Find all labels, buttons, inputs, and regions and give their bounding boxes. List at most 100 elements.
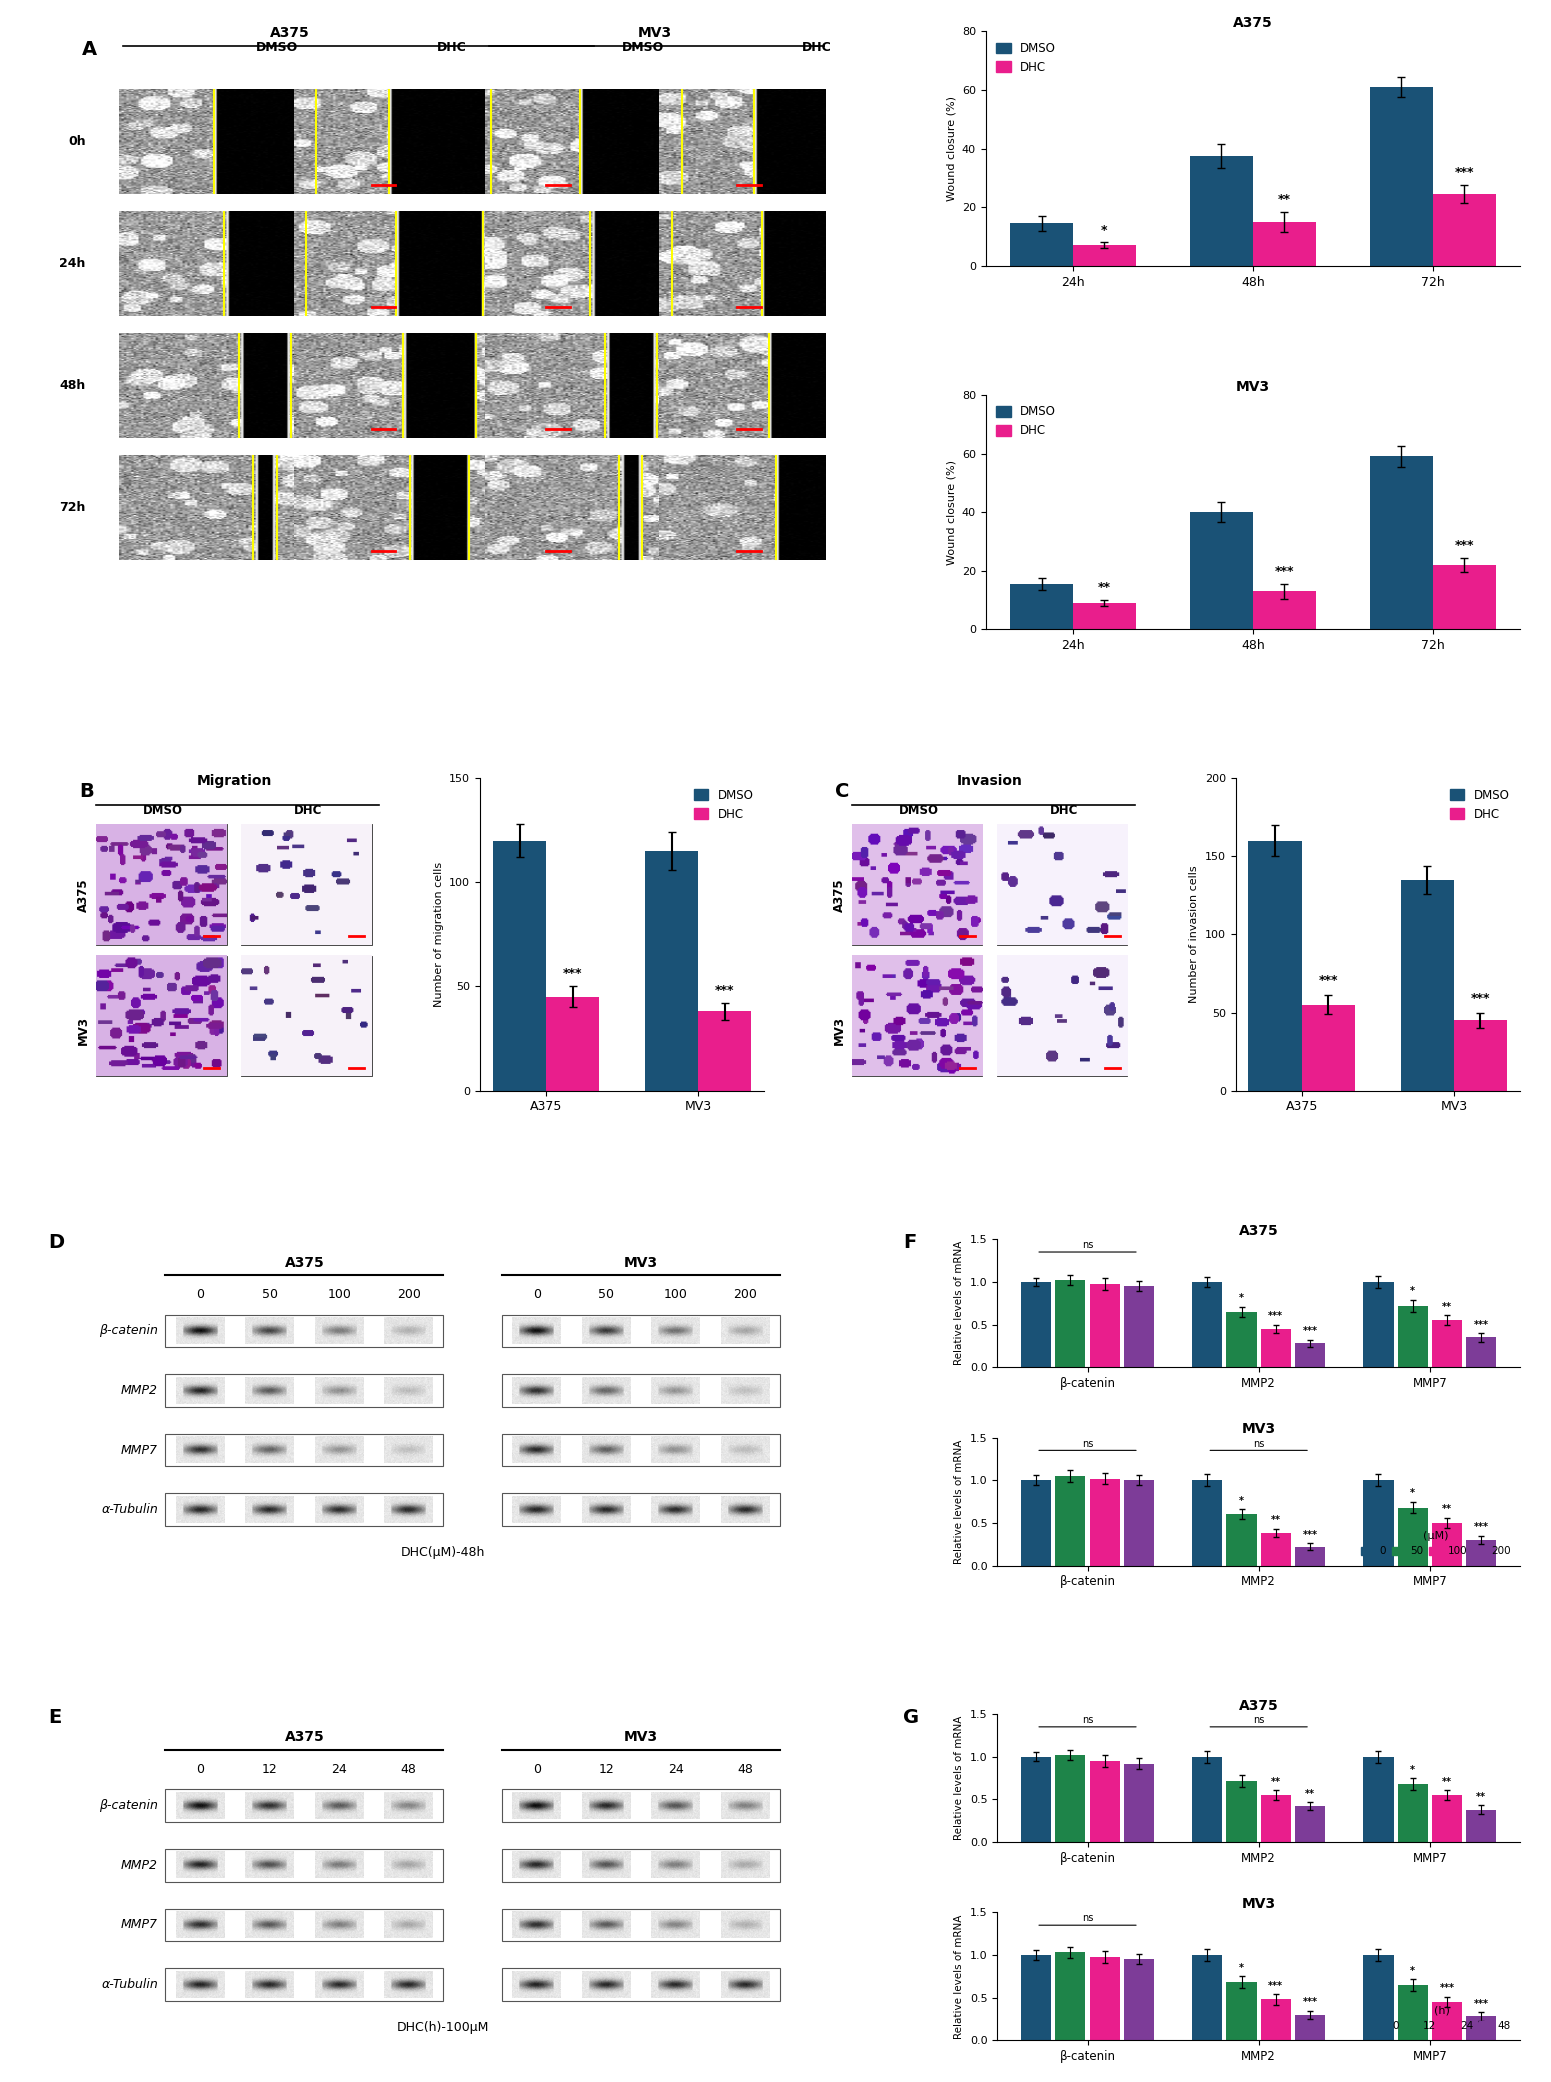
Text: 50: 50: [262, 1289, 278, 1301]
Text: DMSO: DMSO: [898, 804, 938, 816]
Bar: [1295, 1807, 1325, 1843]
Text: MV3: MV3: [78, 1016, 90, 1045]
Text: DMSO: DMSO: [256, 42, 298, 54]
Bar: [851, 956, 982, 1076]
Text: 48: 48: [737, 1763, 754, 1776]
Bar: [1055, 1476, 1086, 1566]
Bar: [242, 824, 372, 945]
Bar: [1295, 2015, 1325, 2040]
Text: DHC(h)-100μM: DHC(h)-100μM: [397, 2022, 490, 2034]
Bar: [1261, 1999, 1290, 2040]
Bar: [166, 1849, 444, 1882]
Bar: [1363, 1955, 1393, 2040]
Text: ns: ns: [1083, 1913, 1093, 1924]
Text: 0h: 0h: [68, 135, 85, 148]
Text: **: **: [1270, 1776, 1281, 1786]
Bar: [1124, 1287, 1154, 1368]
Text: ns: ns: [1253, 1716, 1264, 1726]
Text: ***: ***: [1303, 1530, 1317, 1541]
Text: A375: A375: [78, 879, 90, 912]
Text: 50: 50: [599, 1289, 614, 1301]
Text: DHC(μM)-48h: DHC(μM)-48h: [402, 1547, 485, 1559]
Y-axis label: Wound closure (%): Wound closure (%): [946, 96, 957, 202]
Text: ns: ns: [1253, 1439, 1264, 1449]
Text: ***: ***: [1470, 991, 1491, 1006]
Text: ***: ***: [563, 968, 583, 981]
Bar: [503, 1434, 780, 1466]
Text: DHC: DHC: [295, 804, 323, 816]
Bar: [1021, 1757, 1052, 1843]
Bar: [1397, 1507, 1428, 1566]
Bar: [1073, 246, 1135, 266]
Text: β-catenin: β-catenin: [99, 1324, 158, 1337]
Text: F: F: [903, 1233, 917, 1251]
Bar: [503, 1909, 780, 1940]
Bar: [1295, 1343, 1325, 1368]
Text: ***: ***: [1473, 1522, 1489, 1532]
Bar: [1261, 1328, 1290, 1368]
Bar: [1124, 1959, 1154, 2040]
Bar: [166, 1314, 444, 1347]
Bar: [1190, 156, 1253, 266]
Text: ***: ***: [1318, 974, 1339, 987]
Text: 0: 0: [532, 1763, 541, 1776]
Bar: [1253, 591, 1315, 629]
Y-axis label: Number of migration cells: Number of migration cells: [434, 862, 444, 1008]
Text: **: **: [1098, 581, 1111, 593]
Text: DMSO: DMSO: [622, 42, 664, 54]
Bar: [96, 956, 226, 1076]
Legend: 0, 12, 24, 48: 0, 12, 24, 48: [1370, 2001, 1515, 2034]
Bar: [1193, 1757, 1222, 1843]
Text: ***: ***: [1269, 1312, 1283, 1322]
Text: *: *: [1410, 1965, 1415, 1976]
Bar: [166, 1374, 444, 1407]
Bar: [1021, 1955, 1052, 2040]
Bar: [166, 1967, 444, 2001]
Text: 100: 100: [327, 1289, 351, 1301]
Bar: [1055, 1755, 1086, 1843]
Text: ***: ***: [1269, 1980, 1283, 1990]
Text: ***: ***: [1473, 1999, 1489, 2009]
Legend: DMSO, DHC: DMSO, DHC: [1446, 785, 1514, 824]
Bar: [1401, 879, 1453, 1091]
Text: α-Tubulin: α-Tubulin: [101, 1978, 158, 1990]
Text: Invasion: Invasion: [957, 775, 1022, 789]
Text: A375: A375: [284, 1730, 324, 1745]
Bar: [242, 956, 372, 1076]
Text: ***: ***: [1303, 1326, 1317, 1337]
Text: A: A: [82, 40, 96, 58]
Bar: [1089, 1285, 1120, 1368]
Bar: [1021, 1480, 1052, 1566]
Bar: [1370, 87, 1433, 266]
Text: α-Tubulin: α-Tubulin: [101, 1503, 158, 1516]
Bar: [1227, 1514, 1256, 1566]
Text: 24: 24: [332, 1763, 347, 1776]
Text: ***: ***: [1439, 1984, 1455, 1992]
Bar: [1466, 1809, 1497, 1843]
Bar: [1453, 1020, 1508, 1091]
Bar: [1124, 1480, 1154, 1566]
Text: MV3: MV3: [637, 25, 672, 40]
Bar: [1433, 564, 1495, 629]
Title: MV3: MV3: [1242, 1422, 1276, 1437]
Bar: [1397, 1305, 1428, 1368]
Text: ns: ns: [1083, 1241, 1093, 1251]
Text: 12: 12: [599, 1763, 614, 1776]
Legend: DMSO, DHC: DMSO, DHC: [690, 785, 758, 824]
Bar: [1363, 1480, 1393, 1566]
Text: 0: 0: [195, 1289, 205, 1301]
Text: ***: ***: [1275, 564, 1294, 579]
Bar: [503, 1849, 780, 1882]
Y-axis label: Relative levels of mRNA: Relative levels of mRNA: [954, 1241, 965, 1366]
Bar: [1433, 194, 1495, 266]
Text: 72h: 72h: [59, 502, 85, 514]
Text: D: D: [48, 1233, 65, 1251]
Text: **: **: [1278, 194, 1290, 206]
Text: **: **: [1442, 1776, 1452, 1786]
Text: MV3: MV3: [624, 1730, 658, 1745]
Text: 200: 200: [397, 1289, 420, 1301]
Text: B: B: [79, 781, 93, 802]
Text: A375: A375: [270, 25, 309, 40]
Text: 48: 48: [400, 1763, 417, 1776]
Bar: [1089, 1761, 1120, 1843]
